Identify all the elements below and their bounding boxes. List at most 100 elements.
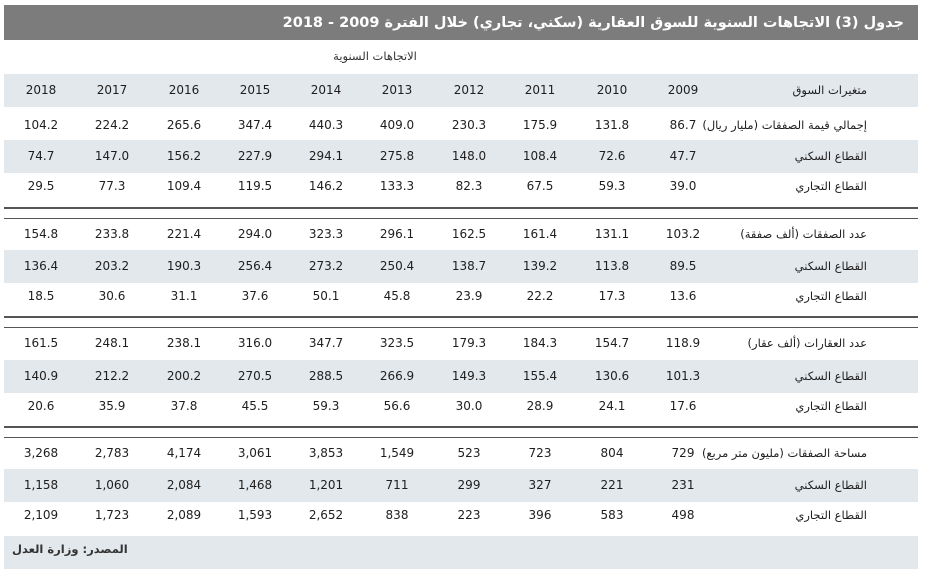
table-cell: 50.1 bbox=[312, 289, 340, 303]
table-cell: 838 bbox=[385, 508, 409, 522]
table-cell: 77.3 bbox=[98, 179, 126, 193]
table-cell: 56.6 bbox=[383, 399, 411, 413]
table-cell: 37.6 bbox=[241, 289, 269, 303]
table-row: القطاع التجاري 498 583 396 223 838 2,652 1,593 2… bbox=[0, 501, 927, 529]
table-cell: 154.7 bbox=[594, 336, 630, 350]
table-cell: 256.4 bbox=[237, 259, 273, 273]
table-cell: 523 bbox=[457, 446, 481, 460]
table-cell: 30.0 bbox=[455, 399, 483, 413]
table-row: القطاع السكني 89.5 113.8 139.2 138.7 250.4 273… bbox=[0, 252, 927, 280]
table-cell: 804 bbox=[600, 446, 624, 460]
table-row: إجمالي قيمة الصفقات (مليار ريال) 86.7 131.… bbox=[0, 111, 927, 139]
table-cell: 72.6 bbox=[598, 149, 626, 163]
table-cell: 149.3 bbox=[451, 369, 487, 383]
year-header-2011: 2011 bbox=[524, 83, 556, 97]
table-cell: 45.5 bbox=[241, 399, 269, 413]
table-cell: 22.2 bbox=[526, 289, 554, 303]
table-cell: 498 bbox=[671, 508, 695, 522]
source-note: المصدر: وزارة العدل bbox=[4, 536, 918, 569]
table-cell: 316.0 bbox=[237, 336, 273, 350]
table-cell: 190.3 bbox=[166, 259, 202, 273]
table-cell: 131.1 bbox=[594, 227, 630, 241]
table-cell: 248.1 bbox=[94, 336, 130, 350]
table-row: عدد العقارات (ألف عقار) 118.9 154.7 184.3 17… bbox=[0, 329, 927, 357]
table-cell: 2,783 bbox=[94, 446, 130, 460]
table-cell: 275.8 bbox=[379, 149, 415, 163]
table-cell: 23.9 bbox=[455, 289, 483, 303]
row-band bbox=[4, 250, 918, 283]
table-cell: 1,549 bbox=[379, 446, 415, 460]
group-separator bbox=[4, 437, 918, 438]
table-cell: 31.1 bbox=[170, 289, 198, 303]
table-cell: 146.2 bbox=[308, 179, 344, 193]
table-cell: 119.5 bbox=[237, 179, 273, 193]
year-header-2012: 2012 bbox=[453, 83, 485, 97]
table-cell: 3,061 bbox=[237, 446, 273, 460]
table-cell: 130.6 bbox=[594, 369, 630, 383]
row-label: القطاع التجاري bbox=[795, 508, 867, 522]
table-cell: 265.6 bbox=[166, 118, 202, 132]
group-separator bbox=[4, 327, 918, 328]
table-cell: 1,158 bbox=[23, 478, 59, 492]
table-cell: 104.2 bbox=[23, 118, 59, 132]
year-header-2017: 2017 bbox=[96, 83, 128, 97]
table-cell: 59.3 bbox=[598, 179, 626, 193]
table-cell: 323.3 bbox=[308, 227, 344, 241]
table-cell: 108.4 bbox=[522, 149, 558, 163]
table-row: القطاع السكني 47.7 72.6 108.4 148.0 275.8 294.… bbox=[0, 142, 927, 170]
table-cell: 74.7 bbox=[27, 149, 55, 163]
table-cell: 1,201 bbox=[308, 478, 344, 492]
table-cell: 82.3 bbox=[455, 179, 483, 193]
table-cell: 139.2 bbox=[522, 259, 558, 273]
table-cell: 161.5 bbox=[23, 336, 59, 350]
table-cell: 113.8 bbox=[594, 259, 630, 273]
year-header-2016: 2016 bbox=[168, 83, 200, 97]
table-cell: 20.6 bbox=[27, 399, 55, 413]
super-header: الاتجاهات السنوية bbox=[333, 49, 417, 63]
year-header-2018: 2018 bbox=[25, 83, 57, 97]
table-cell: 233.8 bbox=[94, 227, 130, 241]
table-cell: 2,109 bbox=[23, 508, 59, 522]
table-cell: 1,468 bbox=[237, 478, 273, 492]
table-cell: 266.9 bbox=[379, 369, 415, 383]
row-label: القطاع السكني bbox=[794, 149, 867, 163]
row-label: عدد العقارات (ألف عقار) bbox=[747, 336, 867, 350]
table-cell: 133.3 bbox=[379, 179, 415, 193]
table-cell: 13.6 bbox=[669, 289, 697, 303]
group-separator bbox=[4, 426, 918, 428]
table-cell: 288.5 bbox=[308, 369, 344, 383]
table-cell: 347.4 bbox=[237, 118, 273, 132]
year-header-2015: 2015 bbox=[239, 83, 271, 97]
table-row: القطاع السكني 101.3 130.6 155.4 149.3 266.9 28… bbox=[0, 362, 927, 390]
row-band bbox=[4, 140, 918, 173]
table-cell: 221 bbox=[600, 478, 624, 492]
table-cell: 231 bbox=[671, 478, 695, 492]
table-cell: 250.4 bbox=[379, 259, 415, 273]
table-cell: 109.4 bbox=[166, 179, 202, 193]
table-title: جدول (3) الاتجاهات السنوية للسوق العقاري… bbox=[4, 5, 918, 40]
year-header-2009: 2009 bbox=[667, 83, 699, 97]
year-header-2010: 2010 bbox=[596, 83, 628, 97]
table-cell: 1,593 bbox=[237, 508, 273, 522]
row-label: القطاع التجاري bbox=[795, 399, 867, 413]
table-cell: 86.7 bbox=[669, 118, 697, 132]
row-label: عدد الصفقات (ألف صفقة) bbox=[740, 227, 867, 241]
table-row: عدد الصفقات (ألف صفقة) 103.2 131.1 161.4 162… bbox=[0, 220, 927, 248]
table-cell: 723 bbox=[528, 446, 552, 460]
table-cell: 28.9 bbox=[526, 399, 554, 413]
table-cell: 270.5 bbox=[237, 369, 273, 383]
table-cell: 2,089 bbox=[166, 508, 202, 522]
row-label: القطاع التجاري bbox=[795, 289, 867, 303]
table-cell: 140.9 bbox=[23, 369, 59, 383]
table-row: مساحة الصفقات (مليون متر مربع) 729 804 723 5… bbox=[0, 439, 927, 467]
table-cell: 3,853 bbox=[308, 446, 344, 460]
table-cell: 583 bbox=[600, 508, 624, 522]
row-label: القطاع السكني bbox=[794, 369, 867, 383]
row-band bbox=[4, 469, 918, 502]
table-cell: 47.7 bbox=[669, 149, 697, 163]
table-cell: 45.8 bbox=[383, 289, 411, 303]
table-cell: 223 bbox=[457, 508, 481, 522]
table-cell: 67.5 bbox=[526, 179, 554, 193]
table-cell: 294.1 bbox=[308, 149, 344, 163]
